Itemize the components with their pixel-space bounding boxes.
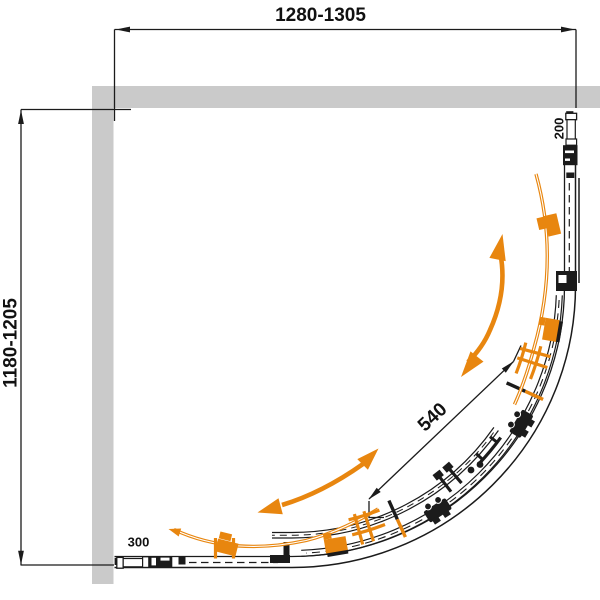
svg-text:1180-1205: 1180-1205	[1, 298, 22, 388]
svg-text:200: 200	[552, 118, 567, 140]
svg-text:300: 300	[128, 535, 150, 550]
svg-text:540: 540	[414, 399, 451, 436]
svg-text:1280-1305: 1280-1305	[275, 5, 366, 26]
